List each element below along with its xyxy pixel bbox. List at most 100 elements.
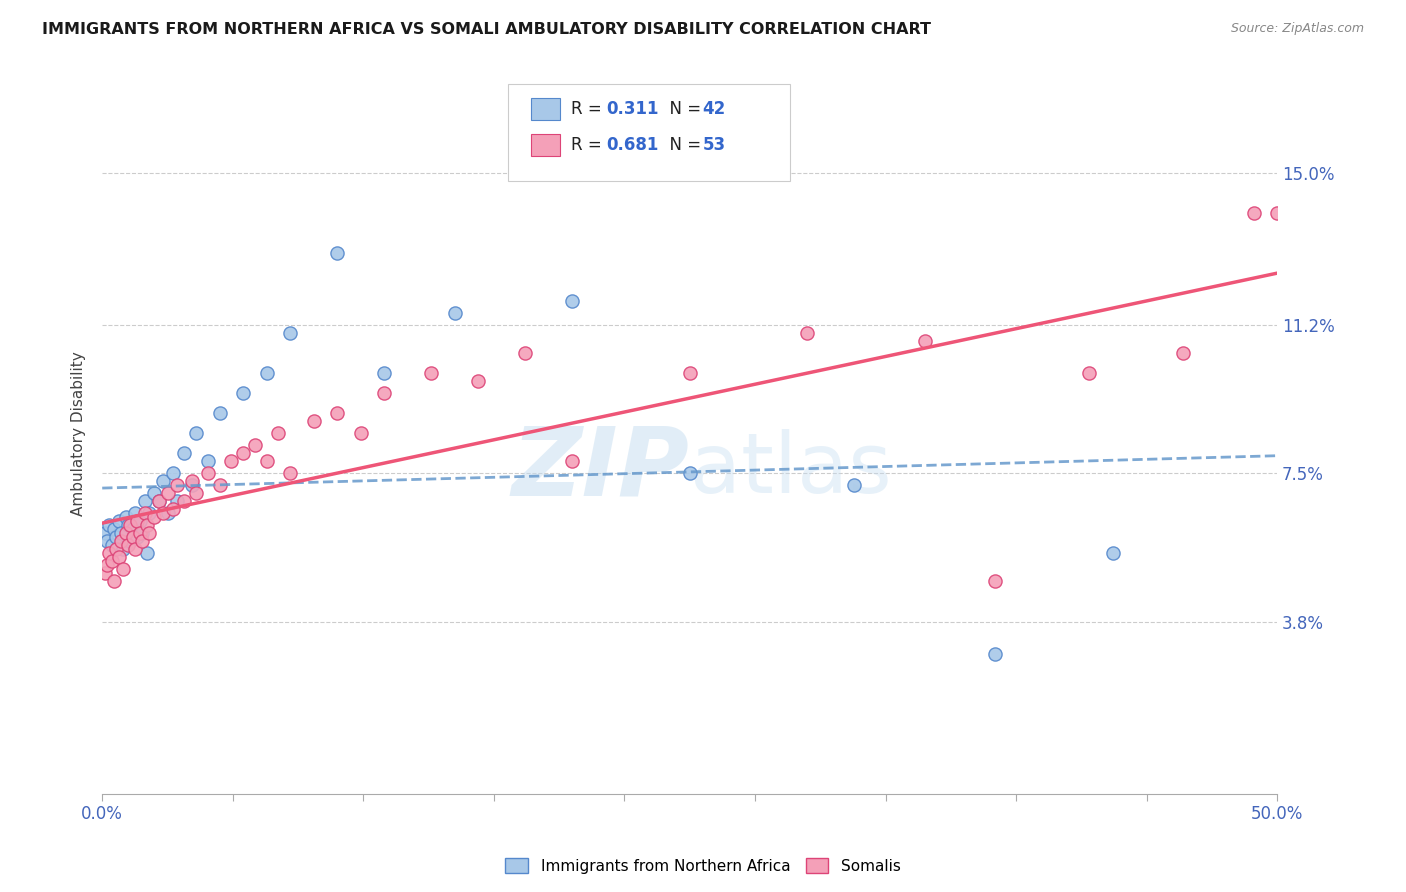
Point — [180, 475, 202, 489]
Text: ZIP: ZIP — [512, 423, 690, 516]
Point — [121, 530, 143, 544]
Point — [128, 526, 150, 541]
Point — [186, 426, 208, 441]
Point — [103, 523, 125, 537]
Point — [131, 526, 153, 541]
Point — [105, 530, 128, 544]
Point — [138, 526, 160, 541]
Point — [278, 326, 301, 341]
Point — [326, 406, 349, 420]
Point — [120, 518, 142, 533]
Text: N =: N = — [659, 100, 706, 118]
Point — [984, 574, 1007, 589]
Point — [561, 294, 583, 309]
Y-axis label: Ambulatory Disability: Ambulatory Disability — [72, 351, 86, 516]
Point — [112, 562, 135, 576]
Point — [135, 546, 157, 560]
Point — [142, 486, 165, 500]
Bar — [531, 98, 561, 120]
Point — [162, 502, 184, 516]
Point — [134, 507, 156, 521]
Text: atlas: atlas — [690, 429, 891, 510]
Point — [1243, 206, 1265, 220]
Text: R =: R = — [571, 100, 607, 118]
Point — [350, 426, 373, 441]
Point — [148, 494, 170, 508]
Point — [1101, 546, 1123, 560]
Point — [112, 542, 135, 557]
Point — [278, 467, 301, 481]
Point — [103, 574, 125, 589]
Point — [166, 494, 188, 508]
Point — [124, 542, 146, 557]
Point — [1265, 206, 1288, 220]
Point — [256, 366, 278, 380]
Point — [515, 346, 537, 360]
Point — [127, 530, 149, 544]
Point — [208, 406, 231, 420]
Point — [1173, 346, 1195, 360]
Point — [914, 334, 936, 349]
Point — [98, 546, 121, 560]
Point — [134, 494, 156, 508]
Point — [232, 446, 254, 460]
Point — [186, 486, 208, 500]
Point — [302, 414, 325, 428]
Point — [128, 515, 150, 529]
Point — [121, 523, 143, 537]
Point — [156, 507, 179, 521]
Point — [679, 467, 702, 481]
Point — [96, 534, 118, 549]
Text: 0.681: 0.681 — [606, 136, 658, 154]
Point — [124, 507, 146, 521]
Point — [100, 554, 122, 568]
Point — [152, 507, 174, 521]
Point — [114, 526, 136, 541]
Point — [796, 326, 818, 341]
Point — [127, 515, 149, 529]
Point — [98, 518, 121, 533]
Point — [173, 494, 195, 508]
Point — [1078, 366, 1101, 380]
Point — [93, 526, 115, 541]
Point — [142, 510, 165, 524]
Point — [984, 647, 1007, 661]
Bar — [531, 134, 561, 156]
Point — [197, 467, 219, 481]
Point — [117, 538, 139, 552]
Point — [117, 518, 139, 533]
Point — [561, 454, 583, 468]
Point — [114, 510, 136, 524]
Point — [105, 542, 128, 557]
Point — [100, 538, 122, 552]
Point — [148, 494, 170, 508]
Point — [232, 386, 254, 401]
Point — [110, 534, 132, 549]
Point — [326, 246, 349, 260]
Point — [256, 454, 278, 468]
Point — [110, 526, 132, 541]
Text: 42: 42 — [703, 100, 725, 118]
Point — [135, 518, 157, 533]
Point — [107, 550, 129, 565]
Point — [443, 306, 465, 320]
Point — [152, 475, 174, 489]
Legend: Immigrants from Northern Africa, Somalis: Immigrants from Northern Africa, Somalis — [499, 852, 907, 880]
Point — [467, 374, 489, 388]
Point — [107, 515, 129, 529]
Text: R =: R = — [571, 136, 607, 154]
Point — [267, 426, 290, 441]
Point — [844, 478, 866, 492]
Point — [373, 366, 395, 380]
Point — [243, 438, 266, 452]
Text: N =: N = — [659, 136, 706, 154]
Point — [156, 486, 179, 500]
Point — [679, 366, 702, 380]
Point — [162, 467, 184, 481]
Point — [96, 558, 118, 573]
Text: IMMIGRANTS FROM NORTHERN AFRICA VS SOMALI AMBULATORY DISABILITY CORRELATION CHAR: IMMIGRANTS FROM NORTHERN AFRICA VS SOMAL… — [42, 22, 931, 37]
Text: 53: 53 — [703, 136, 725, 154]
Point — [173, 446, 195, 460]
Point — [93, 566, 115, 581]
Point — [166, 478, 188, 492]
